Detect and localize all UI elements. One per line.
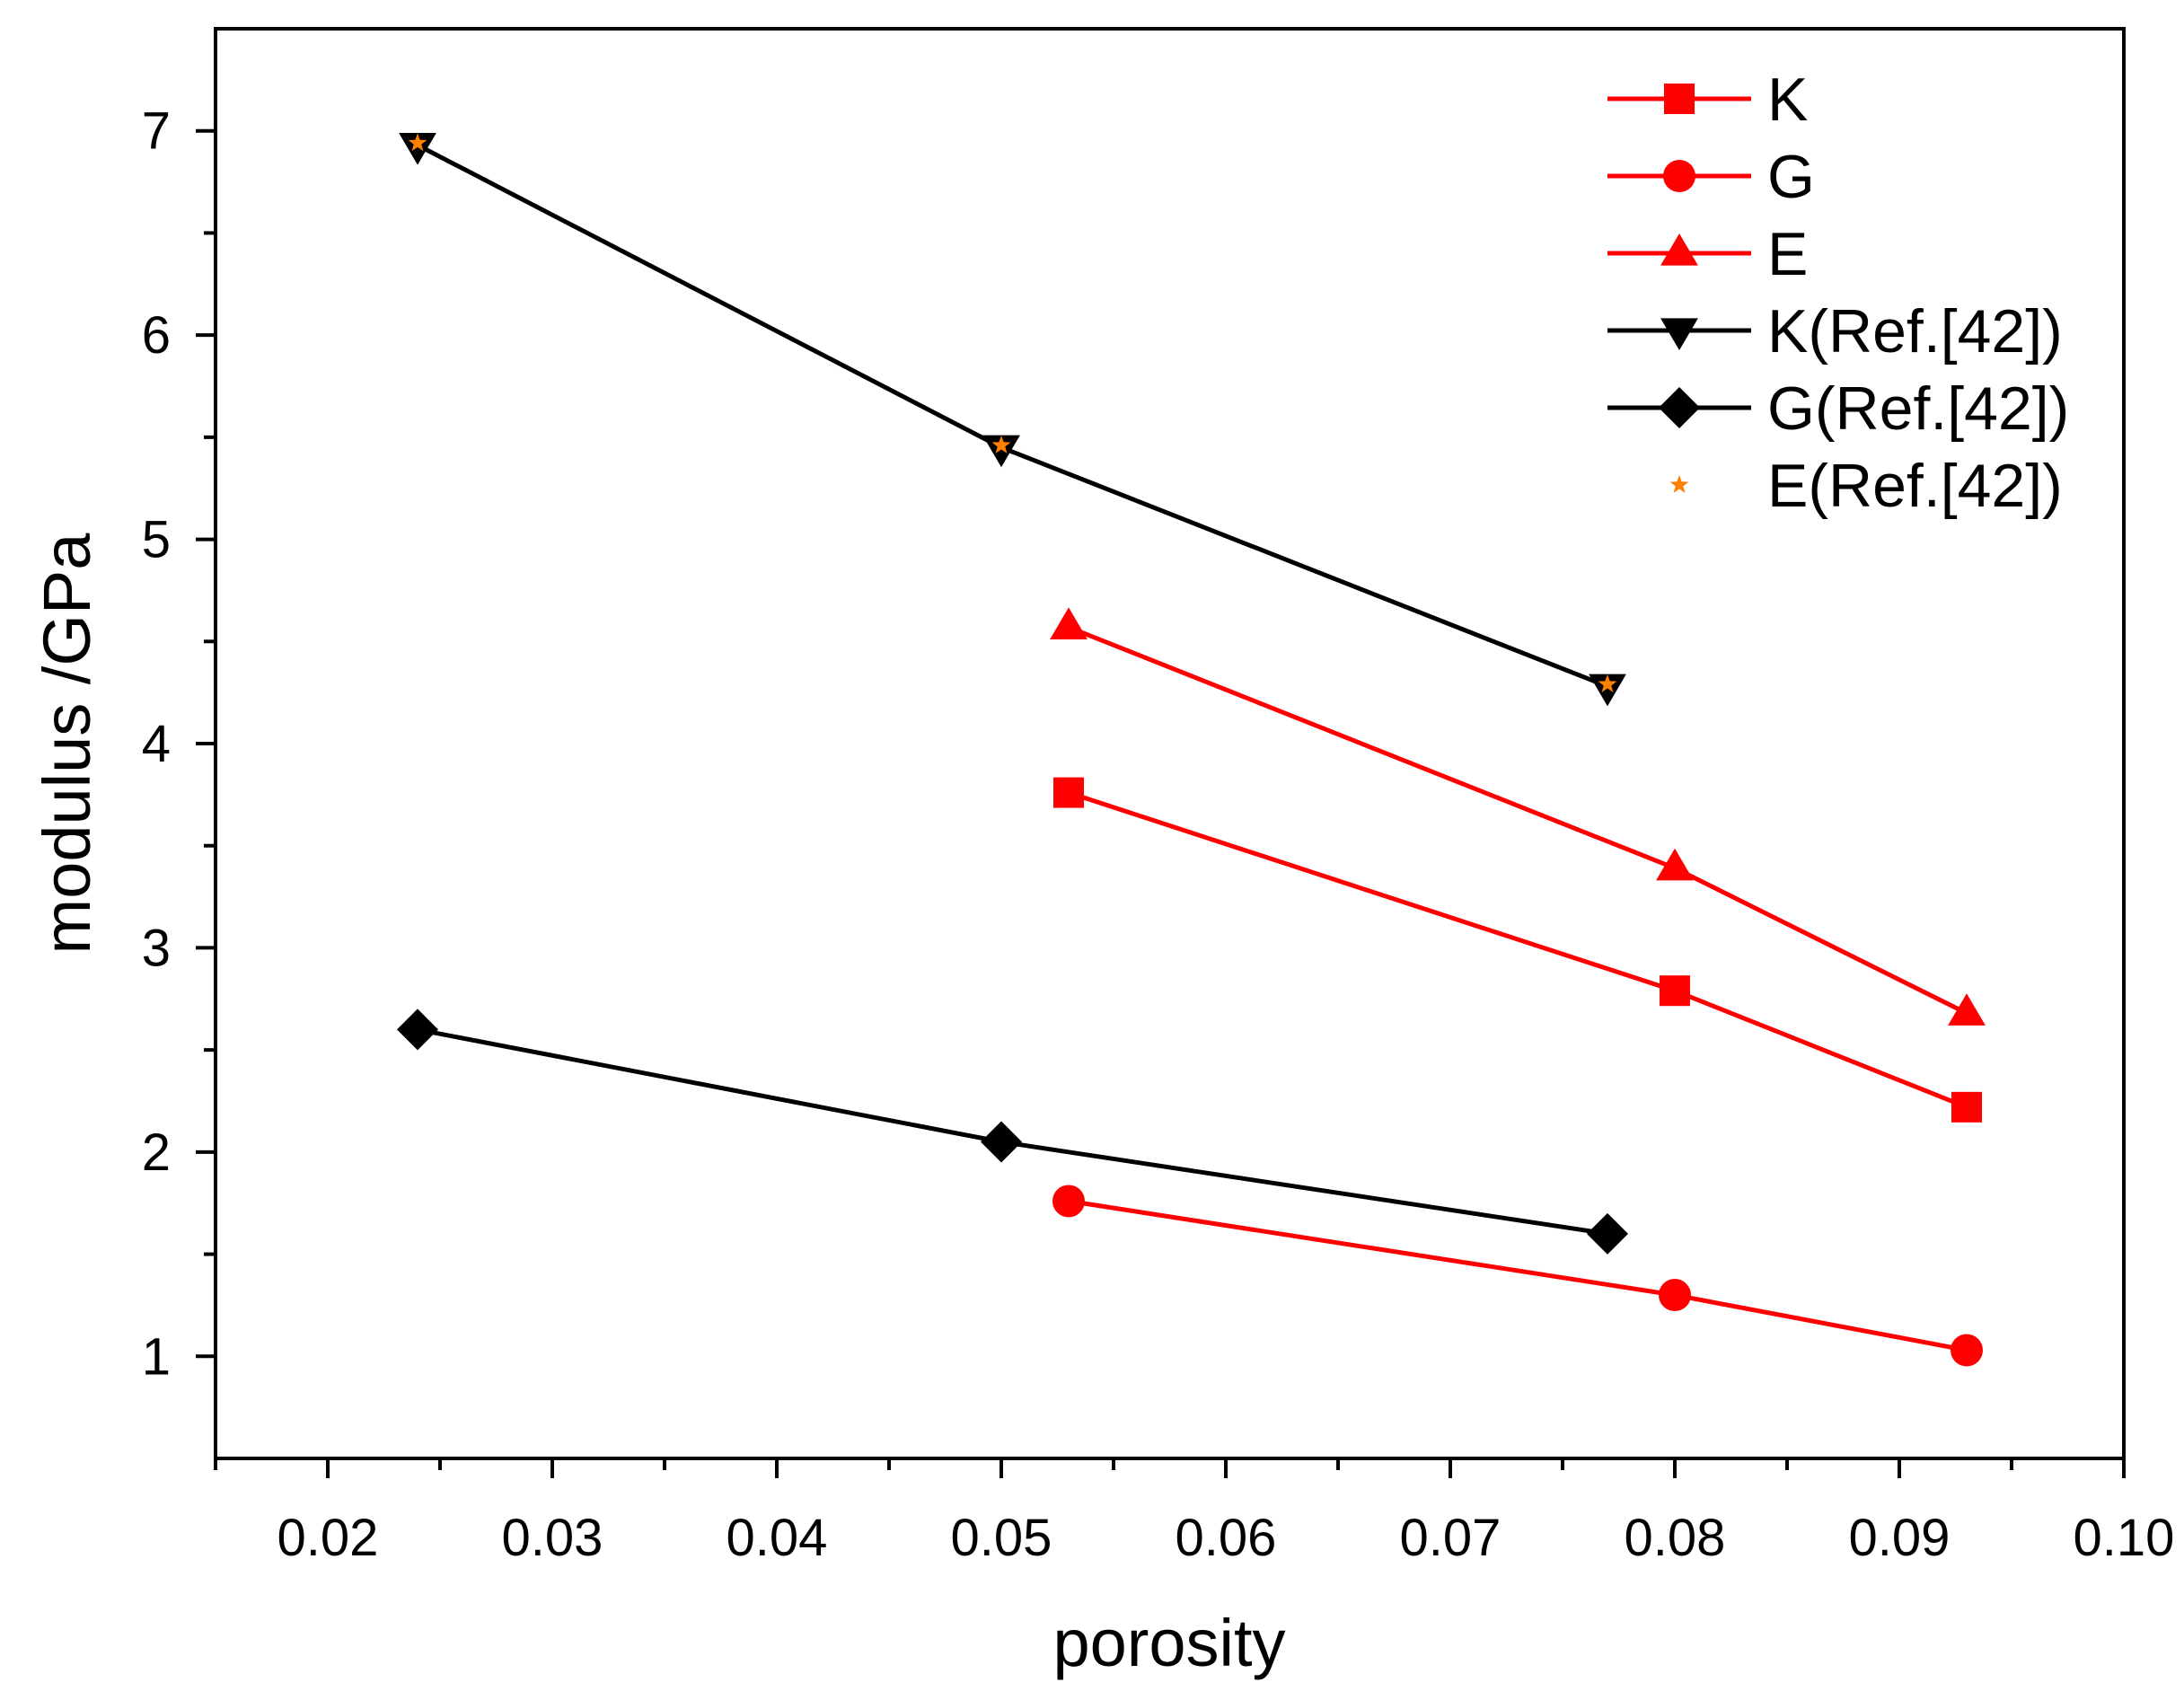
y-tick-label: 3 (142, 919, 171, 977)
series-markers (397, 132, 1986, 1367)
x-tick-label: 0.08 (1625, 1509, 1726, 1567)
x-tick-label: 0.09 (1849, 1509, 1951, 1567)
legend-label-g-ref-42: G(Ref.[42]) (1767, 374, 2069, 443)
y-tick-label: 7 (142, 102, 171, 161)
data-point-g-ref-42 (981, 1121, 1022, 1163)
series-line-g-ref-42 (417, 1026, 1608, 1237)
data-point-e (1050, 607, 1088, 640)
plot-frame (214, 27, 2126, 1460)
x-tick-label: 0.03 (502, 1509, 603, 1567)
x-tick-label: 0.10 (2074, 1509, 2175, 1567)
x-tick-label: 0.04 (727, 1509, 828, 1567)
legend-marker-k-ref-42 (1660, 318, 1698, 350)
data-point-e-ref-42 (408, 133, 427, 152)
legend-label-e: E (1767, 220, 1808, 288)
data-point-g (1052, 1185, 1085, 1218)
legend-label-g: G (1767, 143, 1815, 211)
legend-label-e-ref-42: E(Ref.[42]) (1767, 452, 2063, 520)
legend-label-k: K (1767, 66, 1808, 134)
series-line-k-ref-42 (416, 143, 1608, 689)
y-axis: 1 2 3 4 5 6 7 (142, 102, 216, 1386)
y-axis-title: modulus /GPa (30, 533, 104, 955)
data-point-k (1660, 975, 1690, 1007)
legend-marker-k (1664, 84, 1695, 114)
legend-marker-g (1663, 160, 1695, 192)
series-line-e (1068, 625, 1968, 1016)
x-axis: 0.02 0.03 0.04 0.05 0.06 0.07 0.08 0.09 0.10 (214, 1458, 2175, 1567)
x-axis-title: porosity (1052, 1606, 1285, 1680)
y-tick-label: 4 (142, 715, 171, 773)
x-tick-label: 0.07 (1400, 1509, 1502, 1567)
data-point-e (1948, 993, 1986, 1026)
legend-marker-g-ref-42 (1659, 387, 1700, 428)
data-point-g-ref-42 (397, 1009, 438, 1051)
data-point-e (1656, 848, 1694, 881)
x-tick-label: 0.06 (1176, 1509, 1277, 1567)
y-tick-label: 6 (142, 306, 171, 365)
x-tick-label: 0.02 (277, 1509, 379, 1567)
data-point-e-ref-42 (1598, 674, 1617, 692)
series-line-g (1068, 1198, 1968, 1352)
x-tick-label: 0.05 (951, 1509, 1052, 1567)
legend: KGE K(Ref.[42]) G(Ref.[42]) E(Ref.[42]) (1607, 66, 2069, 520)
data-point-e-ref-42 (991, 435, 1011, 454)
legend-marker-e (1660, 233, 1698, 266)
data-point-k-ref-42 (399, 132, 436, 165)
y-tick-label: 2 (142, 1123, 171, 1182)
legend-label-k-ref-42: K(Ref.[42]) (1767, 297, 2063, 366)
data-point-k (1951, 1091, 1982, 1123)
y-tick-label: 1 (142, 1327, 171, 1386)
legend-marker-e-ref-42 (1669, 475, 1689, 493)
y-tick-label: 5 (142, 511, 171, 569)
data-point-g (1951, 1334, 1983, 1367)
series-lines (416, 143, 1968, 1352)
data-point-g (1659, 1279, 1691, 1312)
data-point-k-ref-42 (1589, 674, 1626, 707)
data-point-k (1053, 777, 1084, 808)
data-point-g-ref-42 (1587, 1212, 1628, 1255)
data-point-k-ref-42 (982, 435, 1020, 468)
series-line-k (1068, 790, 1968, 1110)
